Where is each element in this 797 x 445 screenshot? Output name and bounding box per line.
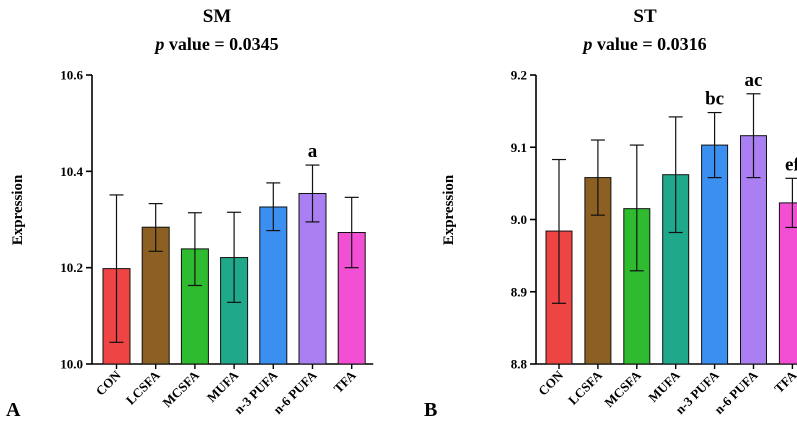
panel-b: ST p value = 0.0316 8.8 8.9 9.0 9.1 9.2 Express… [424, 6, 797, 421]
significance-label: ef [785, 154, 797, 175]
category-label: n-6 PUFA [270, 367, 320, 417]
bar-n-3-pufa [259, 206, 288, 365]
category-label: LCSFA [565, 367, 605, 407]
category-label: MUFA [204, 367, 242, 405]
y-tick-label: 9.1 [511, 140, 527, 155]
chart-subtitle: p value = 0.0345 [153, 34, 278, 54]
chart-subtitle: p value = 0.0316 [581, 34, 706, 54]
p-value-text: value = 0.0316 [592, 34, 706, 54]
y-tick-label: 8.8 [511, 357, 528, 372]
p-value-text: value = 0.0345 [164, 34, 278, 54]
significance-label: bc [705, 89, 724, 110]
category-label: MCSFA [159, 367, 202, 410]
y-tick-label: 10.0 [60, 357, 83, 372]
y-axis-title: Expression [441, 174, 457, 245]
category-label: MUFA [645, 367, 683, 405]
chart-title: ST [633, 6, 657, 27]
y-tick-label: 10.2 [60, 260, 83, 275]
panel-letter: A [6, 399, 21, 421]
y-tick-label: 10.6 [60, 68, 83, 83]
category-label: n-6 PUFA [711, 367, 761, 417]
category-label: CON [535, 367, 566, 398]
category-label: LCSFA [123, 367, 163, 407]
panel-letter: B [424, 399, 437, 421]
p-symbol: p [581, 34, 592, 54]
y-axis-title: Expression [10, 174, 26, 245]
y-tick-label: 9.2 [511, 68, 527, 83]
y-tick-label: 9.0 [511, 212, 527, 227]
y-tick-label: 10.4 [60, 164, 83, 179]
panel-a: SM p value = 0.0345 10.0 10.2 10.4 10.6 Expres… [6, 6, 374, 421]
significance-label: ac [745, 70, 763, 91]
category-label: TFA [771, 367, 797, 396]
p-symbol: p [153, 34, 164, 54]
y-tick-label: 8.9 [511, 284, 528, 299]
chart-title: SM [203, 6, 232, 27]
category-label: MCSFA [601, 367, 644, 410]
category-label: CON [93, 367, 124, 398]
significance-label: a [308, 141, 318, 162]
category-label: TFA [331, 367, 360, 396]
